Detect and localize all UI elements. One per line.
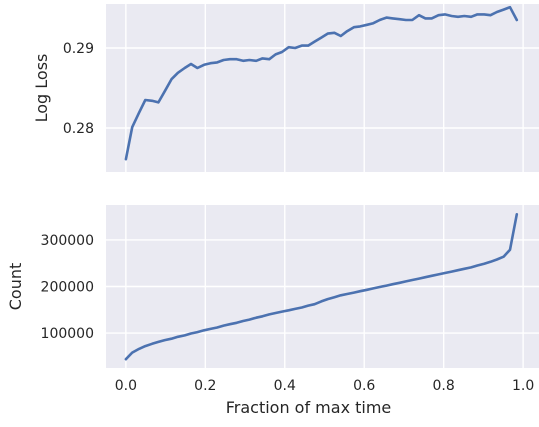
x-tick-label: 0.8	[433, 378, 455, 394]
series-line	[124, 5, 519, 161]
chart-panel-1: 0.28 0.29 Log Loss	[32, 4, 539, 172]
y-axis-label: Log Loss	[32, 54, 51, 123]
y-tick-label: 300000	[41, 233, 94, 249]
chart-panel-2: 0.0 0.2 0.4 0.6 0.8 1.0 100000 200000 300000 Coun…	[6, 205, 539, 417]
x-tick-label: 0.2	[194, 378, 216, 394]
series-line	[124, 213, 519, 361]
x-tick-label: 0.4	[274, 378, 296, 394]
x-tick-label: 1.0	[512, 378, 534, 394]
x-tick-label: 0.6	[353, 378, 375, 394]
y-tick-label: 0.29	[63, 41, 94, 57]
y-tick-label: 200000	[41, 280, 94, 296]
x-axis-label: Fraction of max time	[226, 398, 392, 417]
y-tick-label: 0.28	[63, 121, 94, 137]
x-tick-label: 0.0	[115, 378, 137, 394]
plot-area	[106, 4, 539, 172]
y-tick-label: 100000	[41, 326, 94, 342]
y-axis-label: Count	[6, 263, 25, 311]
